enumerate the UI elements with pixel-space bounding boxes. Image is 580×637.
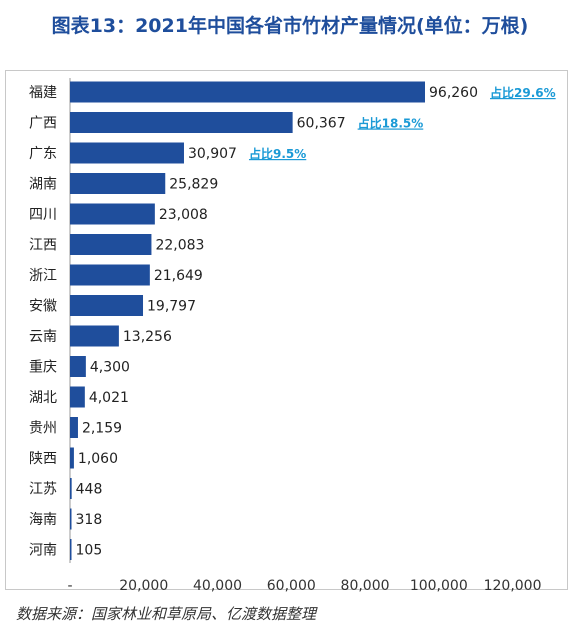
category-label: 河南 [29, 543, 57, 559]
bar [70, 417, 78, 438]
value-label: 19,797 [147, 299, 196, 315]
bar [70, 386, 85, 408]
value-label: 1,060 [78, 451, 118, 467]
share-annotation: 占比18.5% [358, 116, 424, 131]
value-label: 96,260 [429, 85, 478, 101]
category-label: 福建 [29, 85, 57, 101]
bar [70, 81, 425, 103]
bar [70, 173, 166, 194]
value-label: 60,367 [297, 116, 346, 132]
x-tick-label: 120,000 [484, 578, 542, 594]
value-label: 21,649 [154, 268, 203, 284]
bar [70, 295, 144, 316]
bar [70, 539, 72, 560]
value-label: 2,159 [82, 421, 122, 437]
value-label: 4,021 [89, 390, 129, 406]
share-annotation: 占比29.6% [490, 85, 556, 100]
category-label: 广西 [29, 116, 57, 132]
bar [70, 447, 74, 469]
value-label: 25,829 [169, 177, 218, 193]
bar [70, 142, 184, 164]
category-label: 安徽 [29, 299, 57, 315]
value-label: 448 [76, 482, 103, 498]
x-tick-label: 40,000 [193, 578, 242, 594]
x-tick-label: 100,000 [410, 578, 468, 594]
bar [70, 203, 155, 225]
x-tick-label: - [67, 578, 72, 594]
bar [70, 478, 72, 499]
x-tick-label: 80,000 [341, 578, 390, 594]
share-annotation: 占比9.5% [249, 146, 306, 161]
bar [70, 234, 152, 255]
category-label: 贵州 [29, 421, 57, 437]
category-label: 浙江 [29, 268, 57, 284]
value-label: 23,008 [159, 207, 208, 223]
category-label: 湖北 [29, 390, 57, 406]
chart-frame [5, 70, 568, 590]
value-label: 13,256 [123, 329, 172, 345]
bar [70, 325, 119, 347]
bar [70, 112, 293, 133]
data-source-note: 数据来源：国家林业和草原局、亿渡数据整理 [16, 605, 317, 623]
x-tick-label: 20,000 [119, 578, 168, 594]
value-label: 318 [76, 512, 103, 528]
bar [70, 356, 86, 377]
bar [70, 508, 72, 530]
category-label: 江西 [29, 238, 57, 254]
value-label: 30,907 [188, 146, 237, 162]
value-label: 4,300 [90, 360, 130, 376]
value-label: 105 [76, 543, 103, 559]
bar [70, 264, 150, 286]
category-label: 海南 [29, 512, 57, 528]
x-tick-label: 60,000 [267, 578, 316, 594]
category-label: 陕西 [29, 451, 57, 467]
category-label: 江苏 [29, 482, 57, 498]
category-label: 广东 [29, 146, 57, 162]
category-label: 湖南 [29, 177, 57, 193]
category-label: 四川 [29, 207, 57, 223]
chart-title: 图表13：2021年中国各省市竹材产量情况(单位：万根) [51, 15, 529, 37]
category-label: 云南 [29, 329, 57, 345]
category-label: 重庆 [29, 360, 57, 376]
value-label: 22,083 [155, 238, 204, 254]
